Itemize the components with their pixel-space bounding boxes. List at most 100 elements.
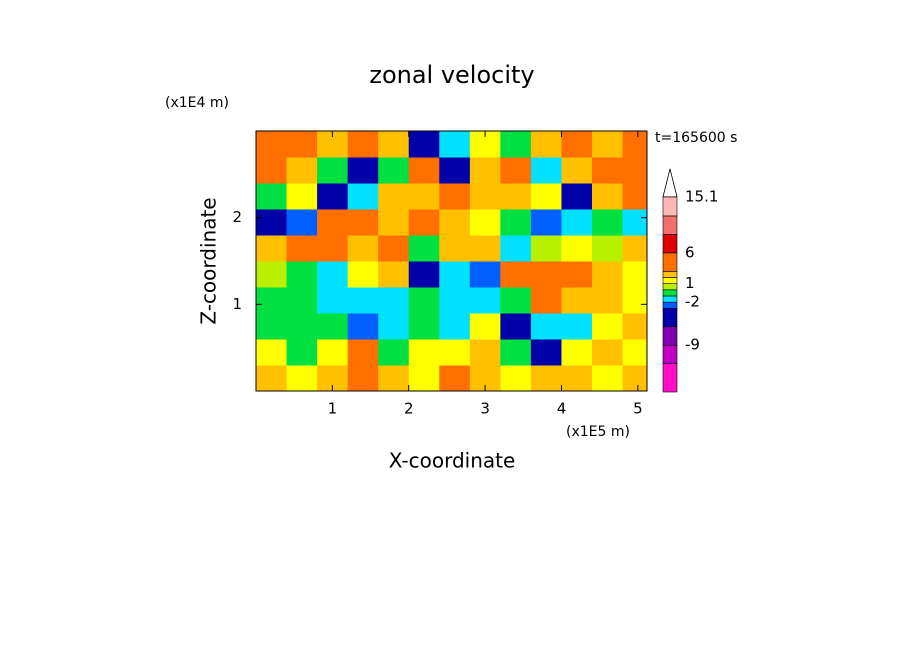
y-tick-label: 1 (232, 295, 242, 313)
field-cell (500, 131, 532, 158)
field-cell (592, 339, 624, 366)
x-tick-label: 1 (328, 400, 338, 418)
x-unit: (x1E5 m) (566, 424, 630, 440)
field-cell (256, 313, 288, 340)
field-cell (469, 287, 501, 314)
field-cell (408, 131, 440, 158)
field-cell (530, 261, 562, 288)
colorbar-over (662, 168, 678, 198)
field-cell (439, 209, 471, 236)
field-cell (469, 235, 501, 262)
y-unit: (x1E4 m) (165, 95, 229, 111)
field-cell (256, 339, 288, 366)
field-cell (592, 365, 624, 391)
field-cell (561, 365, 593, 391)
field-cell (317, 287, 349, 314)
field-cell (317, 235, 349, 262)
field-cell (317, 157, 349, 184)
field-cell (622, 339, 647, 366)
field-cell (408, 261, 440, 288)
field-cell (408, 209, 440, 236)
field-cell (592, 261, 624, 288)
field-cell (439, 261, 471, 288)
colorbar-bin (662, 252, 678, 272)
field-cell (286, 261, 318, 288)
x-tick-label: 4 (557, 400, 567, 418)
colorbar-bin (662, 271, 678, 278)
plot-frame (255, 130, 648, 392)
x-tick-label: 2 (404, 400, 414, 418)
field-cell (378, 157, 410, 184)
field-cell (500, 261, 532, 288)
field-cell (500, 313, 532, 340)
field-cell (561, 235, 593, 262)
field-cell (469, 157, 501, 184)
field-cell (317, 209, 349, 236)
field-cell (561, 183, 593, 210)
field-cell (317, 313, 349, 340)
field-cell (347, 209, 379, 236)
field-cell (530, 235, 562, 262)
field-cell (500, 157, 532, 184)
field-cell (439, 183, 471, 210)
field-cell (286, 365, 318, 391)
field-cell (561, 261, 593, 288)
field-cell (256, 365, 288, 391)
field-cell (439, 365, 471, 391)
field-cell (500, 183, 532, 210)
colorbar-label: -9 (685, 336, 700, 354)
field-cell (439, 157, 471, 184)
field-cell (530, 339, 562, 366)
colorbar-label: 6 (685, 243, 695, 261)
field-cell (378, 131, 410, 158)
field-cell (378, 287, 410, 314)
field-cell (286, 183, 318, 210)
x-axis-label: X-coordinate (389, 449, 516, 473)
field-cell (561, 209, 593, 236)
field-cell (439, 313, 471, 340)
field-cell (561, 313, 593, 340)
field-cell (469, 261, 501, 288)
time-label: t=165600 s (655, 130, 737, 146)
colorbar-bin (662, 234, 678, 254)
colorbar-bin (662, 289, 678, 297)
field-cell (378, 313, 410, 340)
field-cell (408, 157, 440, 184)
colorbar-bin (662, 307, 678, 328)
field-cell (286, 313, 318, 340)
field-cell (592, 183, 624, 210)
field-cell (500, 339, 532, 366)
x-tick-label: 3 (480, 400, 490, 418)
field-cell (622, 235, 647, 262)
field-cell (592, 235, 624, 262)
colorbar-bin (662, 196, 678, 217)
field-cell (530, 313, 562, 340)
colorbar-bin (662, 326, 678, 346)
colorbar-label: 15.1 (685, 187, 718, 205)
field-cell (622, 287, 647, 314)
colorbar-bin (662, 295, 678, 303)
field-cell (561, 131, 593, 158)
field-cell (439, 287, 471, 314)
field-cell (622, 183, 647, 210)
field-cell (286, 339, 318, 366)
field-cell (286, 157, 318, 184)
field-cell (561, 157, 593, 184)
field-cell (530, 287, 562, 314)
field-cell (469, 209, 501, 236)
x-tick-label: 5 (633, 400, 643, 418)
field-cell (286, 131, 318, 158)
field-cell (347, 235, 379, 262)
field-cell (256, 235, 288, 262)
field-cell (530, 157, 562, 184)
field-cell (317, 183, 349, 210)
field-cell (530, 209, 562, 236)
field-cell (469, 339, 501, 366)
field-cell (530, 131, 562, 158)
field-cell (408, 183, 440, 210)
colorbar-bin (662, 363, 678, 393)
field-cell (622, 261, 647, 288)
colorbar-bin (662, 277, 678, 284)
field-cell (347, 287, 379, 314)
